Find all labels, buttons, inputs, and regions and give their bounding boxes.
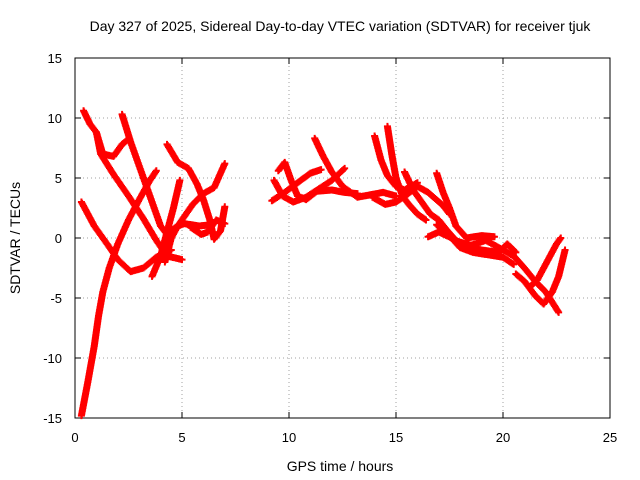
data-point bbox=[339, 165, 347, 173]
data-point bbox=[178, 256, 186, 264]
x-tick-label: 10 bbox=[282, 430, 296, 445]
x-tick-label: 20 bbox=[496, 430, 510, 445]
data-point bbox=[510, 260, 518, 268]
data-point bbox=[490, 233, 498, 241]
y-tick-label: 0 bbox=[55, 231, 62, 246]
data-series bbox=[512, 246, 569, 308]
data-series bbox=[77, 167, 160, 420]
data-point bbox=[392, 192, 400, 200]
y-tick-label: -5 bbox=[50, 291, 62, 306]
data-point bbox=[555, 308, 563, 316]
data-series bbox=[274, 158, 361, 204]
x-tick-label: 0 bbox=[71, 430, 78, 445]
data-points bbox=[77, 107, 569, 420]
grid-lines bbox=[75, 58, 610, 418]
chart-title: Day 327 of 2025, Sidereal Day-to-day VTE… bbox=[90, 18, 592, 34]
data-point bbox=[422, 216, 430, 224]
x-tick-label: 5 bbox=[178, 430, 185, 445]
y-tick-label: -15 bbox=[43, 411, 62, 426]
data-point bbox=[561, 246, 569, 254]
x-tick-label: 25 bbox=[603, 430, 617, 445]
data-point bbox=[557, 234, 565, 242]
y-tick-label: 15 bbox=[48, 51, 62, 66]
data-point bbox=[221, 220, 229, 228]
y-axis-label: SDTVAR / TECUs bbox=[7, 182, 23, 294]
y-tick-label: 5 bbox=[55, 171, 62, 186]
x-tick-label: 15 bbox=[389, 430, 403, 445]
data-point bbox=[176, 176, 184, 184]
data-point bbox=[341, 164, 349, 172]
data-series bbox=[433, 169, 498, 242]
x-axis-ticks: 0 5 10 15 20 25 bbox=[71, 58, 617, 445]
y-tick-label: 10 bbox=[48, 111, 62, 126]
data-series bbox=[118, 110, 214, 238]
data-point bbox=[221, 160, 229, 168]
y-axis-ticks: -15 -10 -5 0 5 10 15 bbox=[43, 51, 610, 426]
data-series bbox=[527, 234, 565, 290]
data-point bbox=[317, 166, 325, 174]
data-series bbox=[161, 160, 229, 266]
x-axis-label: GPS time / hours bbox=[287, 458, 394, 474]
y-tick-label: -10 bbox=[43, 351, 62, 366]
data-point bbox=[152, 167, 160, 175]
data-series bbox=[148, 176, 184, 280]
data-series bbox=[187, 216, 229, 238]
data-point bbox=[221, 203, 229, 211]
data-series bbox=[450, 236, 563, 316]
